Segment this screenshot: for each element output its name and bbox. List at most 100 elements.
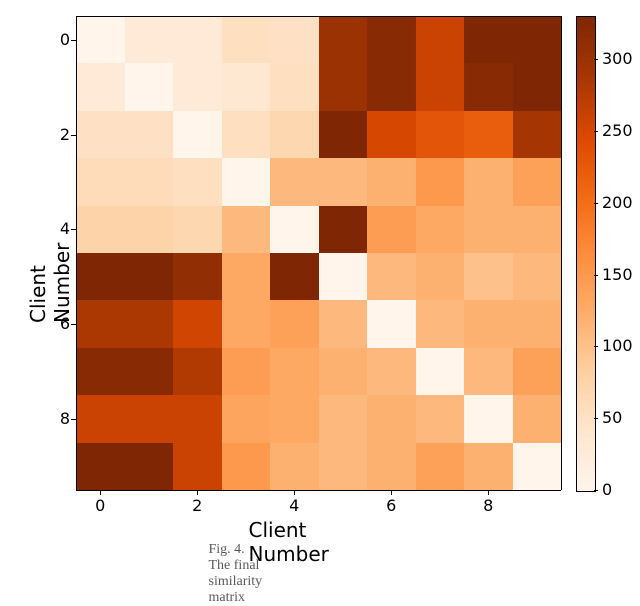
- x-tick-mark: [294, 490, 295, 495]
- heatmap-cell: [76, 16, 125, 63]
- heatmap-cell: [173, 111, 222, 158]
- colorbar-tick-mark: [594, 490, 598, 491]
- colorbar-tick-label: 250: [602, 121, 633, 140]
- colorbar-tick-label: 0: [602, 480, 612, 499]
- heatmap-cell: [319, 348, 368, 395]
- heatmap-cell: [125, 443, 174, 490]
- heatmap-cell: [222, 158, 271, 205]
- heatmap-cell: [270, 158, 319, 205]
- x-tick-label: 0: [90, 496, 110, 515]
- y-tick-label: 4: [52, 219, 70, 238]
- y-tick-mark: [71, 324, 76, 325]
- plot-spine-top: [76, 16, 561, 17]
- heatmap-cell: [416, 111, 465, 158]
- heatmap-cell: [125, 253, 174, 300]
- y-tick-mark: [71, 135, 76, 136]
- heatmap-cell: [513, 16, 562, 63]
- heatmap-cell: [173, 348, 222, 395]
- heatmap-cell: [125, 395, 174, 442]
- x-tick-label: 2: [187, 496, 207, 515]
- heatmap-cell: [513, 348, 562, 395]
- heatmap-cell: [416, 395, 465, 442]
- heatmap-cell: [416, 63, 465, 110]
- heatmap-cell: [76, 348, 125, 395]
- y-axis-label: Client Number: [26, 243, 74, 323]
- heatmap-cell: [416, 206, 465, 253]
- heatmap-cell: [464, 443, 513, 490]
- heatmap-cell: [416, 348, 465, 395]
- heatmap-cell: [270, 111, 319, 158]
- heatmap-cell: [464, 300, 513, 347]
- heatmap-cell: [416, 253, 465, 300]
- heatmap-cell: [367, 348, 416, 395]
- heatmap-cell: [513, 206, 562, 253]
- heatmap-cell: [125, 300, 174, 347]
- heatmap-cell: [513, 443, 562, 490]
- heatmap-cell: [464, 348, 513, 395]
- heatmap-cell: [76, 206, 125, 253]
- heatmap-cell: [367, 253, 416, 300]
- heatmap-grid: [76, 16, 561, 490]
- heatmap-cell: [464, 158, 513, 205]
- heatmap-cell: [173, 16, 222, 63]
- heatmap-cell: [416, 300, 465, 347]
- heatmap-cell: [513, 158, 562, 205]
- heatmap-cell: [464, 16, 513, 63]
- colorbar-tick-label: 150: [602, 265, 633, 284]
- heatmap-cell: [367, 63, 416, 110]
- heatmap-cell: [416, 158, 465, 205]
- heatmap-cell: [222, 443, 271, 490]
- heatmap-cell: [367, 443, 416, 490]
- heatmap-cell: [270, 253, 319, 300]
- colorbar-tick-label: 50: [602, 408, 622, 427]
- heatmap-cell: [270, 348, 319, 395]
- heatmap-cell: [222, 348, 271, 395]
- heatmap-cell: [125, 206, 174, 253]
- heatmap-cell: [125, 158, 174, 205]
- x-tick-mark: [197, 490, 198, 495]
- y-tick-mark: [71, 419, 76, 420]
- colorbar-tick-mark: [594, 418, 598, 419]
- x-tick-mark: [391, 490, 392, 495]
- x-tick-label: 6: [381, 496, 401, 515]
- y-tick-mark: [71, 229, 76, 230]
- heatmap-cell: [319, 206, 368, 253]
- heatmap-cell: [76, 395, 125, 442]
- colorbar-gradient: [577, 17, 595, 491]
- colorbar-tick-mark: [594, 275, 598, 276]
- heatmap-cell: [76, 443, 125, 490]
- heatmap-cell: [76, 111, 125, 158]
- x-tick-mark: [488, 490, 489, 495]
- heatmap-cell: [125, 348, 174, 395]
- heatmap-cell: [319, 443, 368, 490]
- heatmap-cell: [270, 206, 319, 253]
- heatmap-cell: [222, 111, 271, 158]
- heatmap-cell: [76, 253, 125, 300]
- heatmap-cell: [464, 253, 513, 300]
- heatmap-cell: [270, 443, 319, 490]
- heatmap-cell: [222, 16, 271, 63]
- colorbar-tick-mark: [594, 59, 598, 60]
- heatmap-cell: [367, 111, 416, 158]
- heatmap-cell: [367, 206, 416, 253]
- heatmap-cell: [76, 63, 125, 110]
- heatmap-cell: [173, 206, 222, 253]
- colorbar-tick-mark: [594, 346, 598, 347]
- heatmap-cell: [513, 63, 562, 110]
- heatmap-cell: [464, 206, 513, 253]
- heatmap-cell: [222, 300, 271, 347]
- heatmap-cell: [173, 300, 222, 347]
- heatmap-cell: [464, 63, 513, 110]
- colorbar-tick-label: 100: [602, 336, 633, 355]
- colorbar-tick-mark: [594, 131, 598, 132]
- heatmap-cell: [513, 395, 562, 442]
- heatmap-cell: [513, 253, 562, 300]
- heatmap-cell: [367, 395, 416, 442]
- heatmap-cell: [513, 111, 562, 158]
- y-tick-label: 0: [52, 30, 70, 49]
- y-tick-label: 8: [52, 409, 70, 428]
- colorbar-tick-label: 300: [602, 49, 633, 68]
- heatmap-cell: [367, 158, 416, 205]
- heatmap-cell: [367, 300, 416, 347]
- heatmap-cell: [76, 158, 125, 205]
